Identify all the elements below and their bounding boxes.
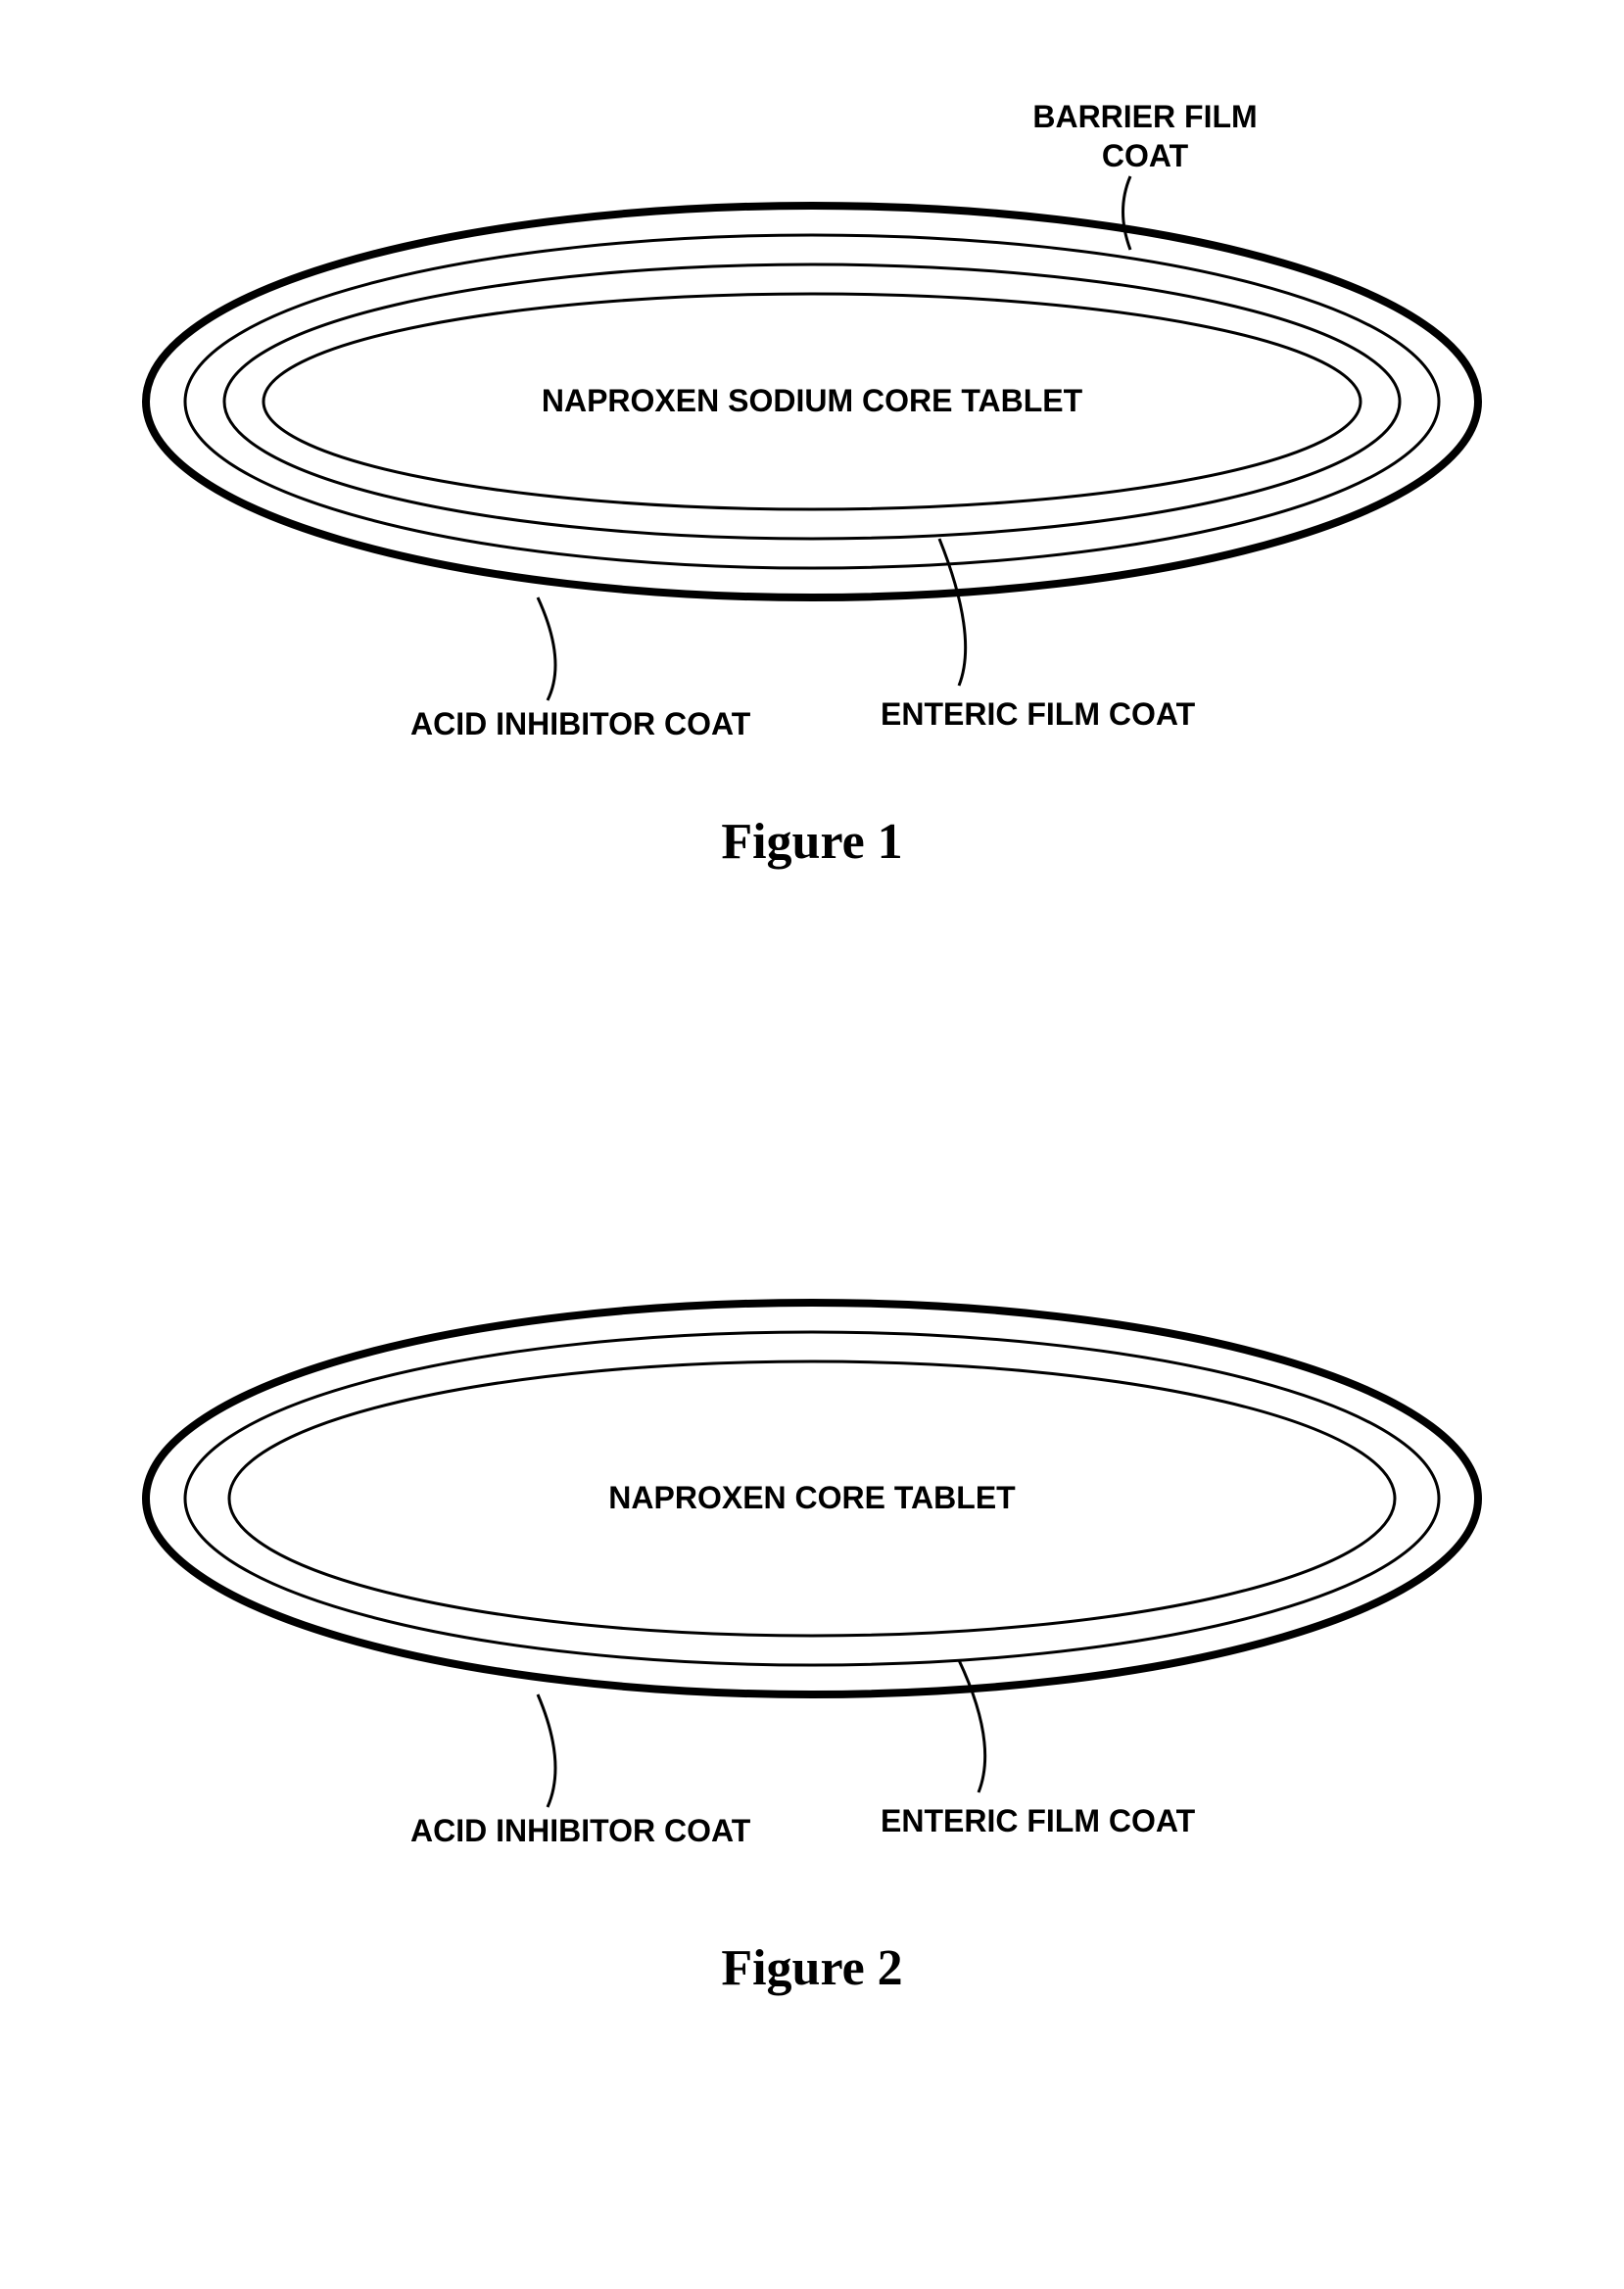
- figure-2-caption: Figure 2: [0, 1939, 1624, 1997]
- figure-1-caption: Figure 1: [0, 813, 1624, 871]
- figure-1-diagram: NAPROXEN SODIUM CORE TABLET BARRIER FILM…: [77, 98, 1547, 784]
- acid-inhibitor-leader-2: [538, 1694, 555, 1807]
- enteric-film-label-2: ENTERIC FILM COAT: [881, 1803, 1196, 1838]
- acid-inhibitor-label-2: ACID INHIBITOR COAT: [410, 1813, 751, 1848]
- acid-inhibitor-label: ACID INHIBITOR COAT: [410, 706, 751, 741]
- figure-1-container: NAPROXEN SODIUM CORE TABLET BARRIER FILM…: [0, 98, 1624, 979]
- core-tablet-label: NAPROXEN SODIUM CORE TABLET: [542, 383, 1083, 418]
- enteric-film-label: ENTERIC FILM COAT: [881, 696, 1196, 732]
- core-tablet-label-2: NAPROXEN CORE TABLET: [608, 1480, 1016, 1515]
- acid-inhibitor-leader: [538, 597, 555, 700]
- figure-2-container: NAPROXEN CORE TABLET ACID INHIBITOR COAT…: [0, 1224, 1624, 2106]
- barrier-film-label-line1: BARRIER FILM: [1032, 99, 1257, 134]
- figure-2-diagram: NAPROXEN CORE TABLET ACID INHIBITOR COAT…: [77, 1224, 1547, 1910]
- barrier-film-label-line2: COAT: [1102, 138, 1189, 173]
